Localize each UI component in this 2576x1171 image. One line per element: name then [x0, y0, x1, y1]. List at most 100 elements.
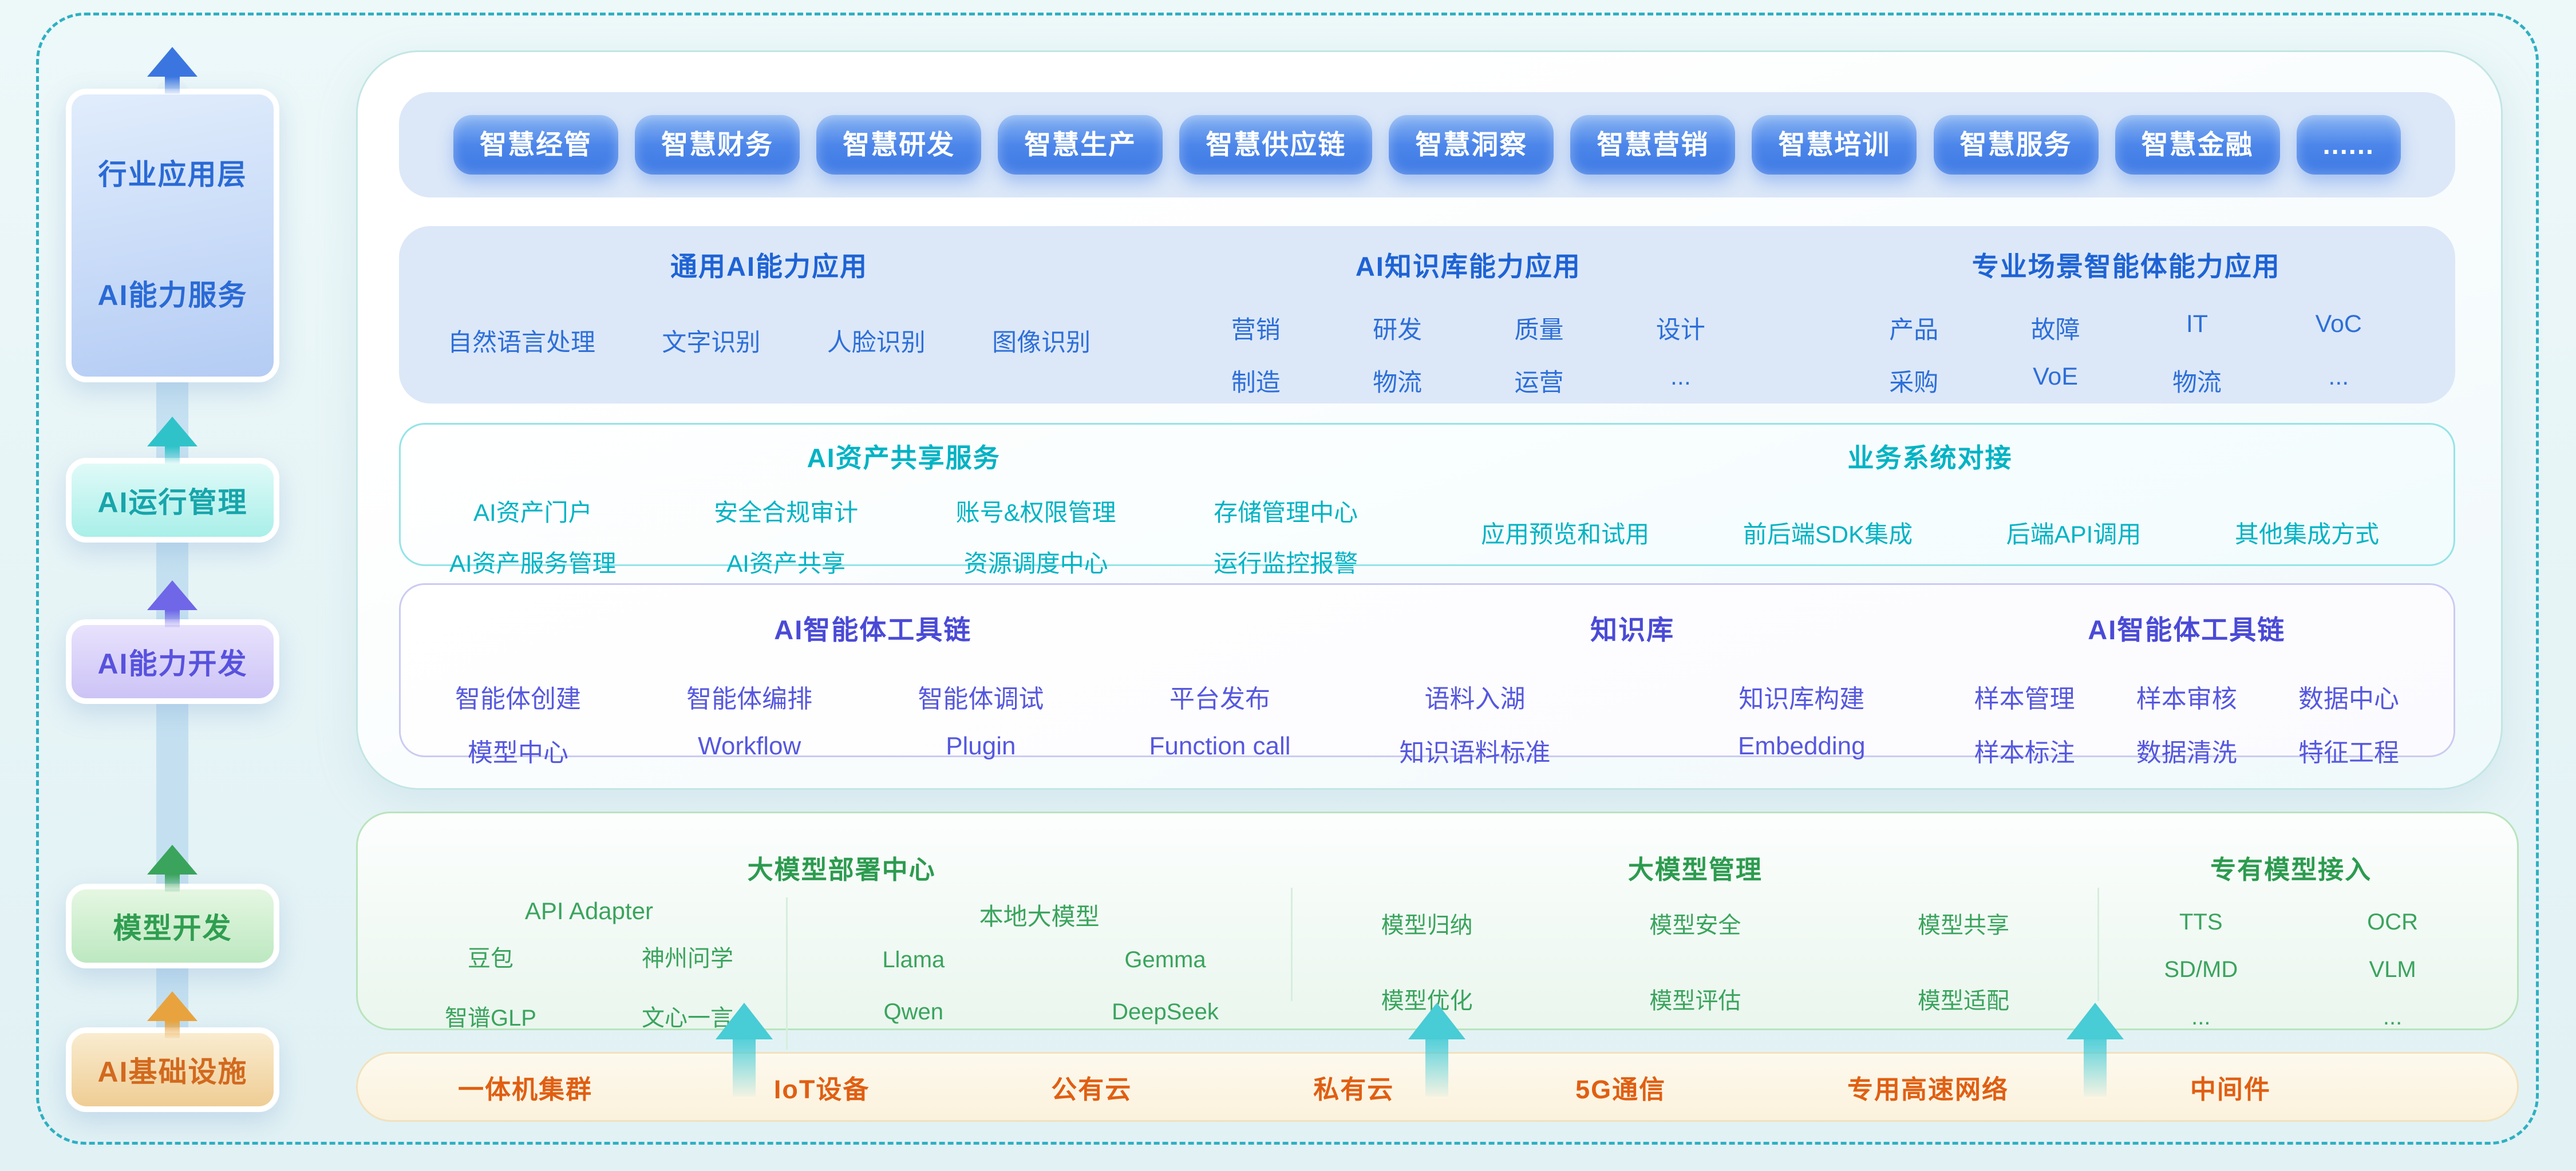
- item-column: 模型共享 模型适配: [1918, 907, 2009, 1015]
- infra-item: 一体机集群: [458, 1074, 593, 1104]
- item-grid: Llama Gemma Qwen DeepSeek: [788, 947, 1291, 1025]
- capability-item: ...: [2328, 363, 2349, 390]
- model-deploy-center-group: 大模型部署中心 API Adapter 豆包 神州问学 智谱GLP 文心一言 本…: [392, 813, 1291, 1050]
- sidebar-layer-label: AI基础设施: [97, 1056, 248, 1088]
- arrow-shaft: [165, 77, 180, 94]
- arrow-head-icon: [147, 580, 197, 610]
- knowledge-base-capability-group: AI知识库能力应用 营销 研发 质量 设计 制造 物流 运营 ...: [1139, 226, 1797, 403]
- item-grid: 豆包 神州问学 智谱GLP 文心一言: [392, 940, 786, 1032]
- item-columns: 智能体创建 模型中心 智能体编排 Workflow 智能体调试 Plugin 平…: [401, 678, 1345, 769]
- capability-item: 设计: [1656, 317, 1705, 344]
- runtime-item: 其他集成方式: [2234, 521, 2379, 548]
- capability-item: 图像识别: [992, 329, 1091, 357]
- industry-apps-card: 智慧经管 智慧财务 智慧研发 智慧生产 智慧供应链 智慧洞察 智慧营销 智慧培训…: [399, 92, 2455, 197]
- model-item: 模型安全: [1649, 913, 1741, 938]
- item-column: OCR VLM ...: [2367, 909, 2418, 1030]
- infra-item: IoT设备: [773, 1074, 870, 1104]
- industry-pill-more: ......: [2296, 115, 2401, 175]
- item-column: TTS SD/MD ...: [2164, 909, 2238, 1030]
- arrow-head-icon: [147, 845, 197, 875]
- group-title: 专有模型接入: [2210, 855, 2372, 884]
- capability-item: 制造: [1231, 369, 1281, 397]
- model-item: Qwen: [883, 999, 944, 1024]
- arrow-shaft: [2084, 1039, 2107, 1097]
- sidebar-layer-ai-infrastructure: AI基础设施: [66, 1027, 279, 1112]
- group-title: AI资产共享服务: [807, 443, 1001, 473]
- item-column: 平台发布 Function call: [1149, 678, 1291, 769]
- dedicated-model-group: 专有模型接入 TTS SD/MD ... OCR VLM ...: [2099, 813, 2483, 1030]
- arrow-head-icon: [1408, 1003, 1465, 1039]
- agent-toolchain-group: AI智能体工具链 智能体创建 模型中心 智能体编排 Workflow 智能体调试…: [401, 585, 1345, 767]
- item-row: 应用预览和试用 前后端SDK集成 后端API调用 其他集成方式: [1406, 515, 2453, 550]
- model-item: SD/MD: [2164, 957, 2238, 982]
- sidebar-layer-label: AI能力服务: [97, 279, 248, 312]
- runtime-item: 后端API调用: [2006, 521, 2142, 548]
- dev-item: 数据中心: [2298, 685, 2399, 713]
- industry-pill: 智慧金融: [2115, 115, 2280, 175]
- infra-item: 私有云: [1313, 1074, 1394, 1104]
- up-arrow-icon: [147, 845, 197, 892]
- group-title: 大模型管理: [1627, 855, 1763, 884]
- capability-item: 质量: [1514, 317, 1564, 344]
- sample-toolchain-group: AI智能体工具链 样本管理 样本标注 样本审核 数据清洗 数据中心 特征工程: [1920, 585, 2453, 767]
- item-row: 自然语言处理 文字识别 人脸识别 图像识别: [399, 323, 1139, 358]
- capability-item: IT: [2186, 310, 2208, 338]
- capability-item: 自然语言处理: [448, 329, 595, 357]
- ai-capability-card: 通用AI能力应用 自然语言处理 文字识别 人脸识别 图像识别 AI知识库能力应用…: [399, 226, 2455, 403]
- capability-item: ...: [1670, 363, 1691, 390]
- capability-item: VoE: [2033, 363, 2079, 390]
- group-title: 业务系统对接: [1847, 443, 2013, 473]
- group-title: AI智能体工具链: [2088, 615, 2286, 645]
- capability-item: 运营: [1514, 369, 1564, 397]
- dev-item: Plugin: [946, 732, 1016, 760]
- capability-item: 文字识别: [662, 329, 761, 357]
- item-column: 智能体创建 模型中心: [455, 678, 581, 769]
- group-title: AI知识库能力应用: [1355, 251, 1581, 282]
- capability-item: 人脸识别: [827, 329, 926, 357]
- dev-item: 特征工程: [2298, 739, 2399, 767]
- item-column: 存储管理中心 运行监控报警: [1214, 493, 1358, 579]
- model-item: 模型归纳: [1381, 913, 1473, 938]
- api-adapter-subgroup: API Adapter 豆包 神州问学 智谱GLP 文心一言: [392, 897, 788, 1050]
- sidebar-layer-label: 模型开发: [113, 912, 232, 944]
- industry-pill: 智慧研发: [816, 115, 982, 175]
- item-columns: 样本管理 样本标注 样本审核 数据清洗 数据中心 特征工程: [1920, 678, 2453, 769]
- infra-item: 中间件: [2190, 1074, 2271, 1104]
- model-item: Gemma: [1124, 947, 1206, 972]
- model-management-group: 大模型管理 模型归纳 模型优化 模型安全 模型评估 模型共享 模型适配: [1293, 813, 2097, 1028]
- industry-pill: 智慧供应链: [1179, 115, 1373, 175]
- arrow-head-icon: [147, 991, 197, 1021]
- model-item: ...: [2383, 1004, 2403, 1030]
- item-column: 智能体编排 Workflow: [686, 678, 812, 769]
- item-column: 安全合规审计 AI资产共享: [714, 493, 858, 579]
- group-title: AI智能体工具链: [774, 615, 972, 645]
- runtime-item: AI资产服务管理: [449, 550, 617, 577]
- knowledge-base-group: 知识库 语料入湖 知识语料标准 知识库构建 Embedding: [1345, 585, 1920, 767]
- dev-item: 知识语料标准: [1399, 739, 1551, 767]
- group-title: 知识库: [1590, 615, 1675, 645]
- model-item: OCR: [2367, 909, 2419, 935]
- runtime-item: 资源调度中心: [963, 550, 1108, 577]
- subgroup-title: 本地大模型: [979, 903, 1100, 930]
- runtime-item: AI资产共享: [726, 550, 846, 577]
- runtime-item: 存储管理中心: [1214, 499, 1358, 526]
- general-ai-capability-group: 通用AI能力应用 自然语言处理 文字识别 人脸识别 图像识别: [399, 226, 1139, 403]
- infra-item: 5G通信: [1575, 1074, 1666, 1104]
- ai-development-card: AI智能体工具链 智能体创建 模型中心 智能体编排 Workflow 智能体调试…: [399, 583, 2455, 767]
- arrow-shaft: [1425, 1039, 1448, 1097]
- dev-item: 语料入湖: [1424, 685, 1526, 713]
- ai-runtime-card: AI资产共享服务 AI资产门户 AI资产服务管理 安全合规审计 AI资产共享 账…: [399, 423, 2455, 577]
- model-item: 智谱GLP: [444, 1006, 536, 1031]
- item-column: 模型安全 模型评估: [1649, 907, 1741, 1015]
- main-panel: 智慧经管 智慧财务 智慧研发 智慧生产 智慧供应链 智慧洞察 智慧营销 智慧培训…: [356, 50, 2503, 790]
- sidebar-layer-ai-development: AI能力开发: [66, 619, 279, 704]
- dev-item: Function call: [1149, 732, 1291, 760]
- model-item: DeepSeek: [1112, 999, 1219, 1024]
- dev-item: 样本审核: [2136, 685, 2237, 713]
- industry-pill: 智慧经管: [453, 115, 618, 175]
- arrow-head-icon: [2067, 1003, 2124, 1039]
- dev-item: 智能体调试: [918, 685, 1044, 713]
- runtime-item: 安全合规审计: [714, 499, 859, 526]
- up-arrow-icon: [716, 1003, 773, 1097]
- dev-item: Embedding: [1738, 732, 1866, 760]
